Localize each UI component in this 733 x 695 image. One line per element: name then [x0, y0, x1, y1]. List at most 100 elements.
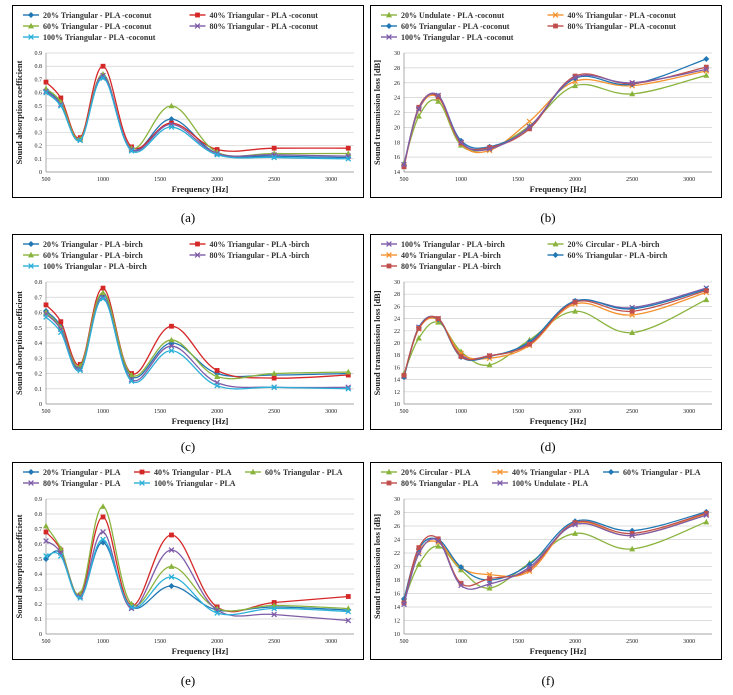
legend-label: 20% Triangular - PLA -birch: [43, 240, 143, 249]
data-point: [43, 302, 49, 308]
y-tick-label: 0.6: [35, 542, 43, 548]
caption-d: (d): [540, 439, 556, 454]
data-point: [435, 537, 442, 544]
data-point: [486, 584, 493, 591]
data-point: [128, 371, 135, 378]
y-tick-label: 28: [394, 66, 400, 72]
data-point: [169, 532, 174, 538]
data-point: [57, 545, 64, 551]
legend-entry: 100% Triangular - PLA: [134, 479, 236, 488]
legend-entry: 80% Triangular - PLA: [381, 479, 479, 488]
data-point: [271, 154, 278, 161]
legend-label: 20% Triangular - PLA: [43, 468, 121, 477]
data-point: [486, 571, 493, 578]
x-tick-label: 1000: [455, 409, 467, 415]
data-point: [435, 543, 442, 549]
legend-label: 20% Circular - PLA -birch: [568, 240, 661, 249]
legend-entry: 100% Undulate - PLA: [492, 479, 588, 488]
y-tick-label: 0.9: [35, 51, 43, 57]
y-axis-label: Sound transmission loss [dB]: [372, 290, 382, 395]
data-point: [214, 382, 220, 389]
legend-label: 60% Triangular - PLA -birch: [568, 251, 668, 260]
legend-entry: 40% Triangular - PLA: [134, 468, 232, 477]
data-point: [345, 372, 351, 378]
legend-marker: [28, 263, 34, 269]
data-point: [401, 601, 407, 608]
y-tick-label: 18: [394, 353, 400, 359]
legend-label: 60% Triangular - PLA -birch: [43, 251, 143, 260]
x-tick-label: 2000: [211, 177, 223, 183]
data-point: [43, 314, 49, 320]
y-tick-label: 30: [394, 497, 400, 503]
data-point: [128, 147, 135, 154]
y-tick-label: 0.4: [35, 572, 43, 578]
chart-f-transmission-pla: 20% Circular - PLA 40% Triangular - PLA 60…: [372, 468, 712, 656]
y-tick-label: 14: [394, 170, 400, 176]
x-tick-label: 500: [400, 639, 409, 645]
x-tick-label: 2000: [569, 639, 581, 645]
data-point: [526, 564, 533, 571]
x-tick-label: 1000: [97, 409, 109, 415]
y-tick-label: 0.2: [35, 144, 43, 150]
series-line: [45, 65, 349, 152]
y-tick-label: 0: [39, 170, 42, 176]
data-point: [168, 124, 175, 130]
data-point: [58, 319, 64, 325]
y-tick-label: 0.1: [35, 617, 43, 623]
data-point: [435, 316, 441, 321]
legend-entry: 80% Triangular - PLA -coconut: [189, 22, 318, 31]
legend-marker: [195, 12, 200, 18]
legend-entry: 80% Triangular - PLA -coconut: [547, 22, 676, 31]
y-tick-label: 0: [39, 402, 42, 408]
caption-e: (e): [180, 673, 196, 688]
x-tick-label: 500: [42, 409, 51, 415]
y-tick-label: 0.8: [35, 64, 43, 70]
legend-marker: [553, 23, 558, 29]
y-tick-label: 0.2: [35, 602, 43, 608]
legend-label: 20% Undulate - PLA -coconut: [401, 11, 504, 20]
legend-label: 80% Triangular - PLA: [43, 479, 121, 488]
data-point: [57, 103, 64, 109]
legend-marker: [28, 251, 34, 258]
legend-entry: 60% Triangular - PLA -coconut: [381, 22, 510, 31]
panel-e: 20% Triangular - PLA 40% Triangular - PLA…: [12, 462, 364, 660]
legend-marker: [28, 469, 34, 475]
caption-a: (a): [180, 210, 196, 225]
y-tick-label: 30: [394, 280, 400, 286]
data-point: [629, 545, 636, 552]
chart-b-transmission-coconut: 20% Undulate - PLA -coconut 40% Triangula…: [372, 11, 712, 194]
data-point: [43, 529, 49, 535]
legend-label: 40% Triangular - PLA: [512, 468, 590, 477]
data-point: [572, 530, 579, 536]
series: [43, 295, 352, 392]
data-point: [703, 72, 710, 78]
y-tick-label: 0.5: [35, 326, 43, 332]
data-point: [401, 164, 407, 170]
data-point: [629, 329, 636, 336]
legend-marker: [194, 23, 201, 29]
data-point: [43, 522, 49, 529]
series-line: [403, 512, 707, 604]
data-point: [43, 309, 49, 315]
y-tick-label: 12: [394, 619, 400, 625]
chart-a-absorption-coconut: 20% Triangular - PLA -coconut 40% Triangu…: [14, 11, 354, 194]
series-line: [403, 288, 707, 378]
data-point: [271, 375, 277, 381]
data-point: [401, 372, 407, 378]
legend-entry: 40% Triangular - PLA -coconut: [547, 11, 676, 20]
data-point: [629, 90, 636, 97]
data-point: [415, 105, 422, 112]
data-point: [415, 550, 422, 557]
x-tick-label: 500: [42, 177, 51, 183]
y-tick-label: 0.3: [35, 130, 43, 136]
data-point: [57, 553, 64, 559]
legend-entry: 80% Triangular - PLA -birch: [381, 262, 501, 271]
data-point: [415, 561, 422, 567]
legend-marker: [386, 241, 392, 247]
y-axis-label: Sound transmission loss [dB]: [372, 60, 382, 165]
y-tick-label: 0.8: [35, 512, 43, 518]
data-point: [271, 370, 278, 376]
data-point: [486, 361, 493, 368]
legend-entry: 20% Circular - PLA: [381, 468, 471, 477]
caption-b: (b): [540, 210, 556, 225]
